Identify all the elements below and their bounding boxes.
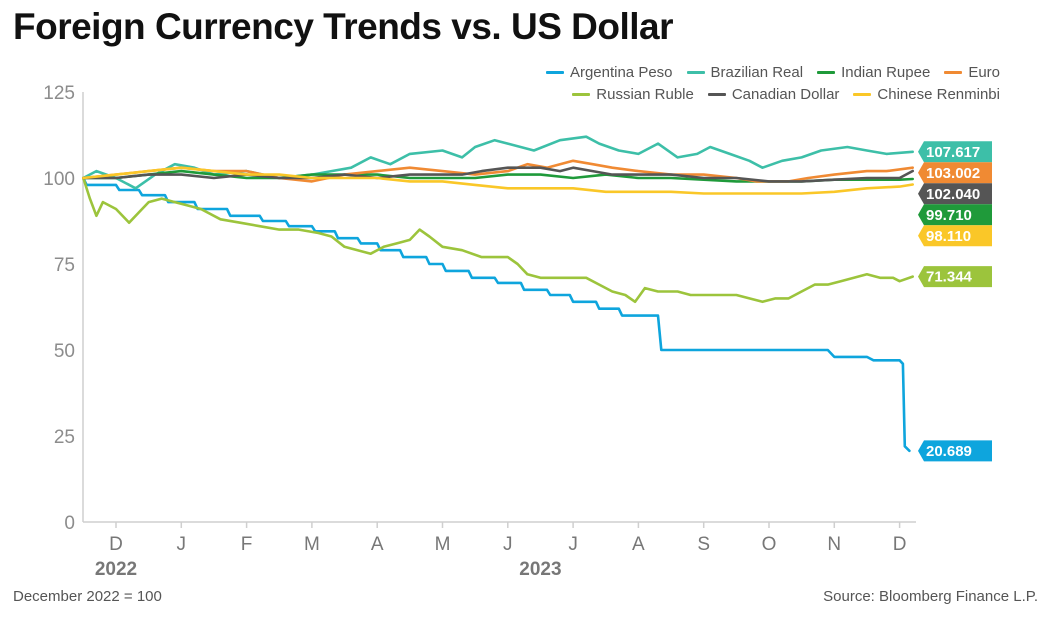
- x-tick-label: S: [697, 534, 710, 555]
- legend-item-argentina-peso: Argentina Peso: [545, 64, 673, 81]
- end-value-tag: [918, 440, 992, 462]
- end-value-label: 102.040: [926, 186, 980, 203]
- x-tick-label: A: [371, 534, 384, 555]
- y-tick-label: 125: [43, 83, 75, 104]
- legend-item-canadian-dollar: Canadian Dollar: [707, 86, 840, 103]
- legend-label-argentina-peso: Argentina Peso: [569, 64, 673, 81]
- end-value-label: 99.710: [926, 207, 972, 224]
- source-note: Source: Bloomberg Finance L.P.: [823, 588, 1038, 605]
- legend-swatch-brazilian-real: [686, 71, 705, 74]
- legend-row-1: Argentina Peso Brazilian Real Indian Rup…: [480, 64, 1000, 81]
- legend-swatch-canadian-dollar: [707, 93, 726, 96]
- y-tick-label: 0: [64, 513, 75, 534]
- legend-label-canadian-dollar: Canadian Dollar: [731, 86, 840, 103]
- x-tick-label: F: [241, 534, 253, 555]
- legend-item-euro: Euro: [944, 64, 1000, 81]
- legend-label-indian-rupee: Indian Rupee: [841, 64, 931, 81]
- series-line-argentina-peso: [82, 176, 911, 453]
- x-tick-label: J: [177, 534, 187, 555]
- y-tick-label: 100: [43, 169, 75, 190]
- chart-legend: Argentina Peso Brazilian Real Indian Rup…: [480, 64, 1000, 108]
- y-tick-label: 75: [54, 255, 75, 276]
- end-value-label: 98.110: [926, 228, 971, 245]
- legend-label-russian-ruble: Russian Ruble: [596, 86, 694, 103]
- x-tick-label: D: [893, 534, 907, 555]
- end-value-label: 20.689: [926, 443, 972, 460]
- end-value-tag: [918, 225, 992, 247]
- series-line-russian-ruble: [82, 176, 914, 304]
- x-year-label: 2023: [519, 559, 561, 580]
- series-line-brazilian-real: [82, 135, 914, 190]
- legend-swatch-chinese-renminbi: [853, 93, 872, 96]
- legend-item-russian-ruble: Russian Ruble: [572, 86, 694, 103]
- x-tick-label: O: [762, 534, 777, 555]
- legend-label-brazilian-real: Brazilian Real: [710, 64, 804, 81]
- y-tick-label: 25: [54, 427, 75, 448]
- legend-swatch-argentina-peso: [545, 71, 564, 74]
- legend-label-chinese-renminbi: Chinese Renminbi: [877, 86, 1000, 103]
- chart-title: Foreign Currency Trends vs. US Dollar: [13, 6, 674, 47]
- legend-item-indian-rupee: Indian Rupee: [817, 64, 930, 81]
- series-line-chinese-renminbi: [82, 166, 914, 195]
- x-tick-label: D: [109, 534, 123, 555]
- end-value-label: 71.344: [926, 269, 973, 286]
- end-value-label: 107.617: [926, 144, 980, 161]
- end-value-tag: [918, 162, 992, 184]
- legend-swatch-euro: [944, 71, 963, 74]
- legend-label-euro: Euro: [968, 64, 1000, 81]
- y-tick-label: 50: [54, 341, 75, 362]
- legend-row-2: Russian Ruble Canadian Dollar Chinese Re…: [480, 86, 1000, 103]
- legend-item-brazilian-real: Brazilian Real: [686, 64, 804, 81]
- x-tick-label: A: [632, 534, 645, 555]
- end-value-tag: [918, 183, 992, 205]
- x-tick-label: M: [304, 534, 320, 555]
- x-tick-label: J: [503, 534, 513, 555]
- x-tick-label: N: [827, 534, 841, 555]
- x-tick-label: M: [435, 534, 451, 555]
- end-value-tag: [918, 266, 992, 288]
- legend-swatch-indian-rupee: [817, 71, 836, 74]
- x-year-label: 2022: [95, 559, 137, 580]
- baseline-note: December 2022 = 100: [13, 588, 162, 605]
- legend-swatch-russian-ruble: [572, 93, 591, 96]
- end-value-tag: [918, 141, 992, 163]
- end-value-label: 103.002: [926, 165, 980, 182]
- x-tick-label: J: [568, 534, 578, 555]
- legend-item-chinese-renminbi: Chinese Renminbi: [853, 86, 1000, 103]
- end-value-tag: [918, 204, 992, 226]
